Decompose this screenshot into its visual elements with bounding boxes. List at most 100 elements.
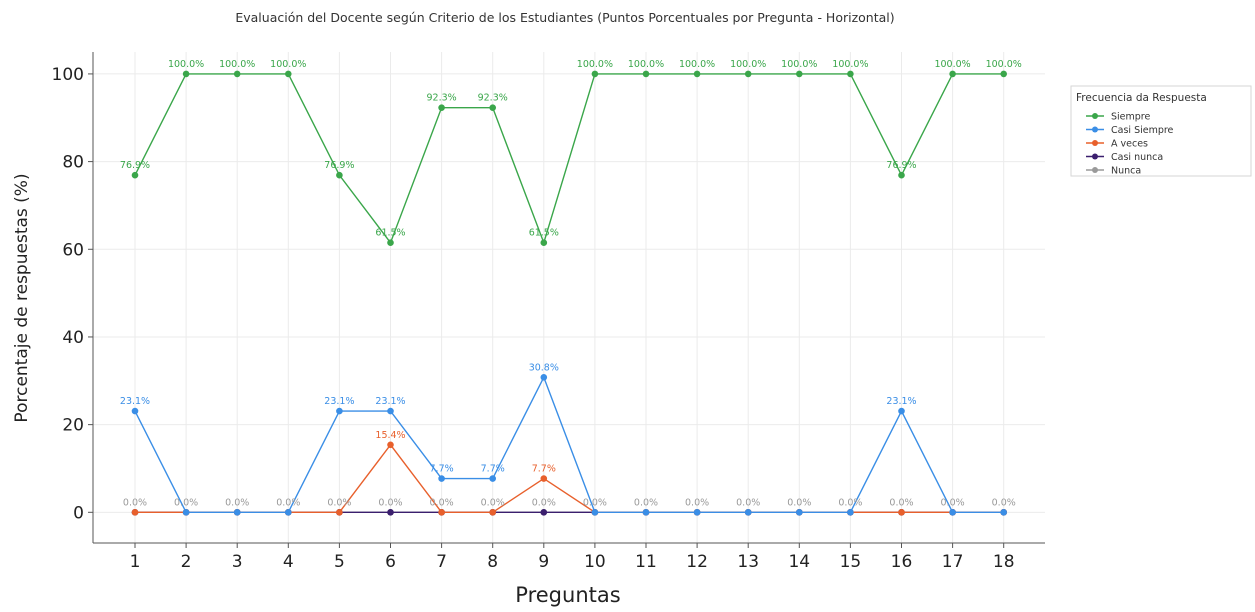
x-tick-label: 10: [584, 552, 606, 572]
data-label: 0.0%: [174, 497, 198, 508]
legend-label: A veces: [1111, 139, 1148, 150]
data-point: [131, 407, 139, 415]
data-label: 92.3%: [478, 93, 508, 104]
data-point: [489, 104, 497, 111]
data-point: [131, 509, 139, 516]
data-point: [1000, 70, 1007, 78]
data-point: [387, 407, 394, 415]
x-tick-label: 9: [538, 552, 549, 572]
data-label: 0.0%: [634, 497, 658, 508]
data-point: [540, 509, 548, 516]
legend-swatch-marker: [1092, 126, 1098, 133]
data-point: [438, 475, 445, 482]
data-point: [540, 239, 548, 247]
data-label: 100.0%: [679, 59, 715, 70]
data-label: 0.0%: [327, 497, 351, 508]
data-point: [387, 239, 394, 247]
x-tick-label: 7: [436, 552, 447, 572]
legend-label: Nunca: [1111, 166, 1141, 177]
x-tick-label: 17: [942, 552, 964, 572]
data-point: [131, 171, 139, 179]
legend-item-a-veces: A veces: [1086, 139, 1148, 150]
data-label: 7.7%: [532, 464, 556, 475]
data-label: 30.8%: [529, 362, 559, 373]
y-tick-label: 80: [62, 153, 84, 173]
data-label: 0.0%: [123, 497, 147, 508]
data-label: 100.0%: [168, 59, 204, 70]
series-a-veces: [131, 441, 1007, 516]
data-point: [949, 509, 956, 516]
legend-label: Casi nunca: [1111, 152, 1163, 163]
data-label: 0.0%: [378, 497, 402, 508]
x-tick-label: 15: [840, 552, 862, 572]
series-line: [134, 375, 1004, 514]
legend: Frecuencia da Respuesta Siempre Casi Siem…: [1070, 85, 1252, 177]
data-label: 100.0%: [219, 59, 255, 70]
data-point: [744, 509, 752, 516]
data-label: 0.0%: [685, 497, 709, 508]
data-point: [1000, 509, 1007, 516]
data-label: 100.0%: [270, 59, 306, 70]
data-label: 100.0%: [986, 59, 1022, 70]
data-point: [693, 509, 701, 516]
data-labels: 76.9% 100.0% 100.0% 100.0% 76.9% 61.5% 92.3% 92…: [120, 59, 1022, 508]
x-tick-label: 18: [993, 552, 1015, 572]
data-point: [233, 509, 241, 516]
data-label: 0.0%: [430, 497, 454, 508]
data-point: [285, 70, 292, 78]
data-label: 61.5%: [529, 228, 559, 239]
data-point: [693, 70, 701, 78]
data-label: 100.0%: [628, 59, 664, 70]
data-label: 100.0%: [781, 59, 817, 70]
data-point: [591, 70, 599, 78]
data-point: [540, 373, 548, 381]
x-tick-label: 3: [232, 552, 243, 572]
legend-title: Frecuencia da Respuesta: [1076, 92, 1207, 104]
data-point: [489, 509, 497, 516]
data-label: 76.9%: [324, 160, 354, 171]
data-label: 7.7%: [481, 464, 505, 475]
data-point: [285, 509, 292, 516]
data-point: [642, 509, 650, 516]
data-point: [438, 104, 445, 111]
data-label: 0.0%: [736, 497, 760, 508]
data-point: [182, 509, 190, 516]
data-point: [642, 70, 650, 78]
data-label: 76.9%: [886, 160, 916, 171]
data-point: [182, 70, 190, 78]
data-point: [540, 475, 548, 482]
data-label: 100.0%: [577, 59, 613, 70]
gridlines: [93, 52, 1045, 543]
data-label: 23.1%: [324, 396, 354, 407]
x-tick-label: 6: [385, 552, 396, 572]
x-tick-label: 14: [788, 552, 810, 572]
y-tick-label: 100: [52, 65, 84, 85]
data-label: 76.9%: [120, 160, 150, 171]
data-label: 100.0%: [730, 59, 766, 70]
data-point: [591, 509, 599, 516]
x-axis-label: Preguntas: [515, 583, 620, 607]
data-label: 0.0%: [941, 497, 965, 508]
chart-subtitle: Evaluación del Docente según Criterio de…: [235, 10, 894, 25]
data-label: 0.0%: [225, 497, 249, 508]
data-point: [898, 509, 905, 516]
legend-swatch-marker: [1092, 167, 1098, 173]
data-label: 0.0%: [583, 497, 607, 508]
data-point: [796, 509, 803, 516]
data-point: [438, 509, 445, 516]
y-tick-label: 40: [62, 328, 84, 348]
data-label: 61.5%: [375, 228, 405, 239]
data-point: [847, 509, 854, 516]
data-point: [949, 70, 956, 78]
legend-swatch-marker: [1092, 113, 1098, 119]
data-label: 23.1%: [886, 396, 916, 407]
data-point: [796, 70, 803, 78]
data-point: [847, 70, 854, 78]
x-tick-label: 12: [686, 552, 708, 572]
data-point: [336, 509, 343, 516]
y-axis-label: Porcentaje de respuestas (%): [12, 173, 32, 422]
x-tick-label: 13: [737, 552, 759, 572]
data-label: 15.4%: [375, 430, 405, 441]
data-point: [898, 171, 905, 179]
